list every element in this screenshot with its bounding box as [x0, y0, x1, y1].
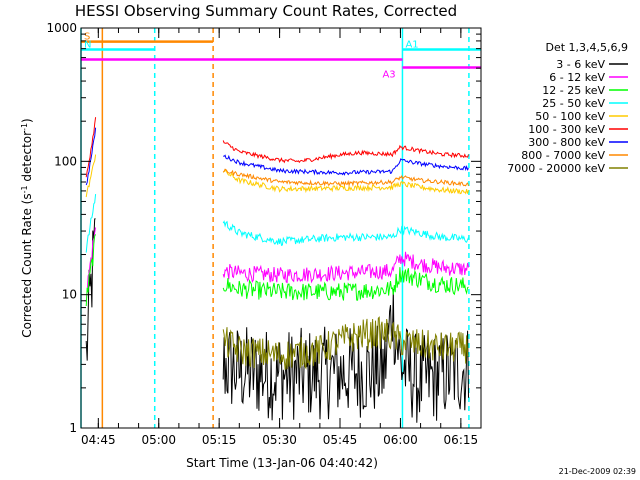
legend-label: 3 - 6 keV	[556, 58, 605, 71]
legend-label: 6 - 12 keV	[549, 71, 605, 84]
series-trace	[222, 289, 469, 423]
chart-title: HESSI Observing Summary Count Rates, Cor…	[75, 2, 457, 20]
y-axis-label-exponent: -1	[20, 185, 29, 193]
legend-label: 800 - 7000 keV	[521, 149, 605, 162]
x-tick-label: 06:15	[444, 433, 479, 447]
plot-frame	[80, 27, 482, 429]
x-tick-label: 05:45	[323, 433, 358, 447]
legend-label: 25 - 50 keV	[542, 97, 605, 110]
series-trace	[222, 251, 469, 284]
flag-label: S	[84, 32, 90, 43]
legend-label: 300 - 800 keV	[528, 136, 605, 149]
x-tick-label: 05:15	[202, 433, 237, 447]
legend-label: 12 - 25 keV	[542, 84, 605, 97]
y-axis-label: Corrected Count Rate (s-1 detector-1)	[20, 118, 35, 337]
x-tick-label: 04:45	[81, 433, 116, 447]
x-tick-label: 05:30	[262, 433, 297, 447]
series-trace	[222, 220, 469, 246]
x-tick-label: 05:00	[141, 433, 176, 447]
series-trace	[85, 117, 97, 178]
y-tick-label: 1000	[46, 21, 77, 35]
flag-label: N	[84, 39, 91, 50]
series-trace	[222, 140, 469, 164]
y-tick-label: 1	[69, 421, 77, 435]
y-axis-label-part: )	[20, 118, 34, 123]
x-axis-label: Start Time (13-Jan-06 04:40:42)	[186, 456, 378, 470]
plot-area: SN A1 A3	[80, 28, 481, 428]
y-axis-label-exponent: -1	[20, 123, 29, 131]
series-trace	[222, 267, 469, 301]
legend-label: 50 - 100 keV	[535, 110, 605, 123]
flag-label: A3	[382, 70, 395, 81]
legend-title: Det 1,3,4,5,6,9	[545, 41, 628, 54]
y-axis-label-part: Corrected Count Rate (s	[20, 193, 34, 337]
series-trace	[222, 316, 469, 370]
series-trace	[85, 194, 97, 253]
y-axis-label-part: detector	[20, 131, 34, 186]
series-trace	[85, 127, 97, 186]
x-tick-label: 06:00	[383, 433, 418, 447]
axes: 1 10 100 1000 04:45 05:00 05:15 05:30 05:45 06:00…	[46, 21, 482, 447]
series-trace	[85, 154, 97, 198]
y-tick-label: 100	[54, 154, 77, 168]
y-tick-label: 10	[62, 288, 77, 302]
series-trace	[222, 168, 469, 188]
legend-label: 7000 - 20000 keV	[507, 162, 605, 175]
series-trace	[85, 234, 97, 307]
series-trace	[222, 169, 469, 195]
timestamp: 21-Dec-2009 02:39	[559, 467, 636, 476]
series-trace	[85, 218, 96, 361]
legend-label: 100 - 300 keV	[528, 123, 605, 136]
series-trace	[223, 154, 469, 176]
flag-label: A1	[405, 39, 418, 50]
